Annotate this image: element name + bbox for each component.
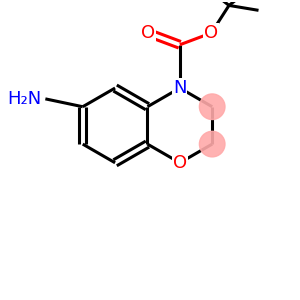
Text: O: O [173,154,187,172]
Text: O: O [204,24,218,42]
Circle shape [200,94,225,119]
Text: N: N [173,79,187,97]
Text: O: O [141,24,155,42]
Circle shape [200,131,225,157]
Text: H₂N: H₂N [7,90,41,108]
